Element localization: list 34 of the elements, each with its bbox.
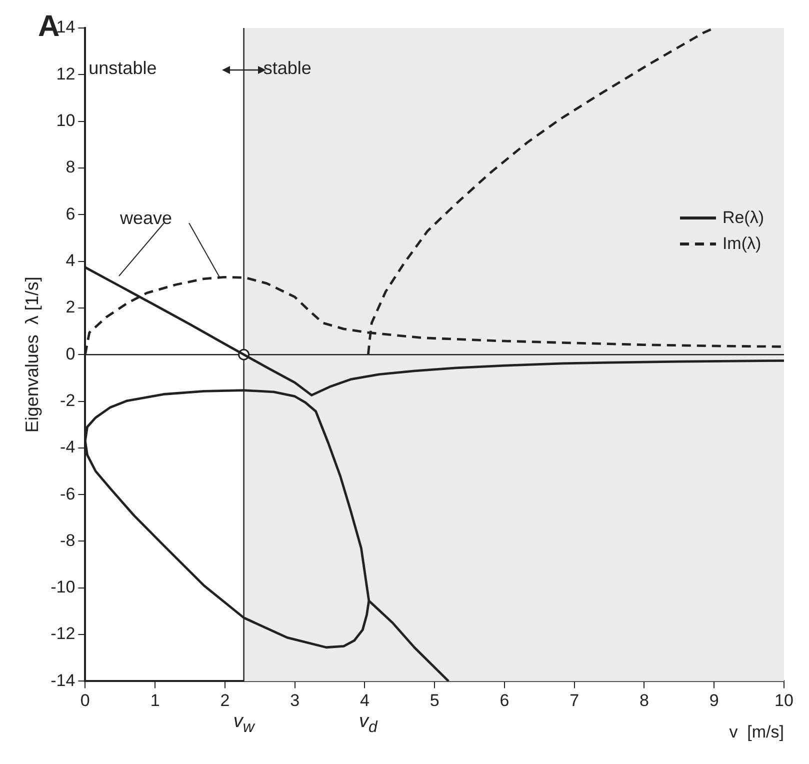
x-tick-label: 6 [500, 691, 510, 710]
y-tick-label: 0 [66, 344, 76, 364]
y-tick-label: -8 [60, 530, 76, 550]
y-tick-label: -12 [50, 624, 76, 644]
x-tick-label: 0 [80, 691, 90, 710]
y-tick-label: -4 [60, 438, 76, 457]
x-tick-label: 8 [640, 691, 649, 710]
y-tick-label: 2 [66, 298, 76, 317]
x-axis-title: v [m/s] [729, 722, 784, 742]
x-tick-label: 4 [360, 691, 370, 710]
y-axis-title: Eigenvalues λ [1/s] [22, 276, 42, 433]
x-tick-label: 9 [709, 691, 719, 710]
annotation: weave [120, 208, 172, 229]
y-tick-label: 6 [66, 204, 76, 224]
y-tick-label: -14 [50, 670, 76, 690]
x-tick-label: 1 [150, 691, 160, 710]
annotation: v$_{d}$ [358, 711, 379, 737]
x-tick-label: 7 [570, 691, 580, 710]
legend-label: Im(λ) [722, 234, 762, 254]
y-tick-label: -10 [50, 578, 76, 597]
y-tick-label: -6 [60, 484, 76, 504]
x-tick-label: 3 [290, 691, 300, 710]
y-tick-label: 10 [56, 111, 76, 130]
y-tick-label: 4 [66, 250, 76, 270]
y-tick-label: 8 [66, 158, 76, 177]
x-tick-label: 2 [220, 691, 230, 710]
x-tick-label: 10 [774, 691, 794, 710]
legend-label: Re(λ) [722, 208, 764, 228]
annotation: stable [263, 58, 312, 79]
annotation: unstable [88, 58, 157, 79]
ref-line-label: v$_{w}$ [232, 711, 256, 737]
y-tick-label: 12 [56, 64, 76, 84]
x-tick-label: 5 [430, 691, 440, 710]
y-tick-label: -2 [60, 390, 76, 410]
